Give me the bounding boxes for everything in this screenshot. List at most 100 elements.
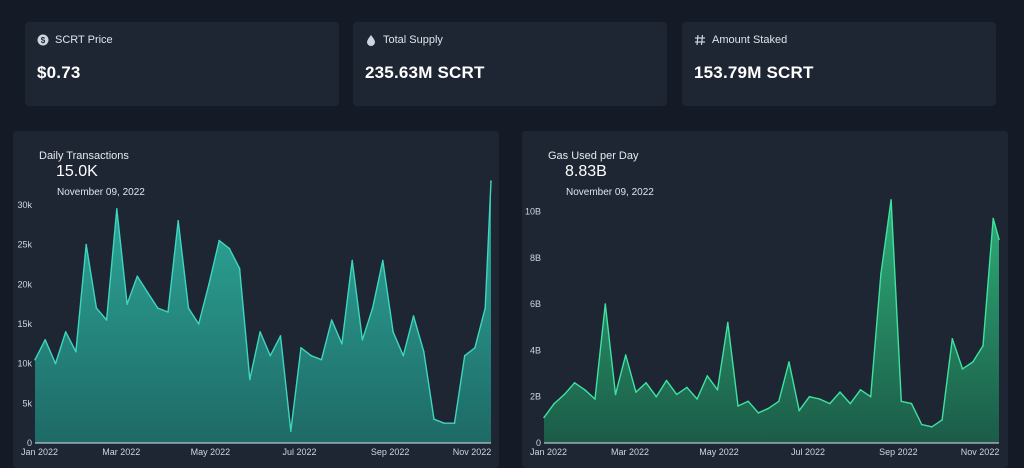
- data-point: [655, 395, 658, 398]
- data-point: [279, 335, 282, 337]
- stat-label: SCRT Price: [55, 34, 113, 46]
- data-point: [910, 402, 913, 405]
- series-area: [35, 181, 491, 443]
- data-point: [228, 247, 231, 250]
- chart-highlight-value: 15.0K: [56, 163, 98, 180]
- x-tick-label: May 2022: [191, 447, 231, 457]
- data-point: [463, 354, 466, 357]
- data-point: [767, 407, 770, 410]
- y-tick-label: 2B: [530, 392, 541, 402]
- data-point: [310, 354, 313, 357]
- data-point: [798, 409, 800, 412]
- data-point: [351, 259, 354, 262]
- data-point: [543, 416, 545, 419]
- data-point: [218, 239, 220, 242]
- x-tick-label: Jan 2022: [530, 447, 567, 457]
- data-point: [931, 426, 933, 428]
- daily-transactions-chart[interactable]: 0 5k 10k 15k 20k 25k 30k Jan 2022 Mar 2022 May 20…: [13, 131, 499, 468]
- x-tick-label: Nov 2022: [961, 447, 1000, 457]
- data-point: [177, 220, 179, 222]
- hash-icon: [694, 34, 706, 46]
- x-tick-label: May 2022: [699, 447, 739, 457]
- data-point: [573, 382, 576, 384]
- data-point: [320, 358, 323, 361]
- chart-card-gas-used: Gas Used per Day 8.83B November 09, 2022…: [522, 131, 1008, 468]
- y-tick-label: 10k: [17, 359, 32, 369]
- chart-title: Gas Used per Day: [548, 150, 639, 162]
- y-tick-label: 6B: [530, 299, 541, 309]
- data-point: [423, 350, 425, 353]
- data-point: [269, 354, 272, 357]
- data-point: [105, 319, 108, 321]
- data-point: [839, 391, 841, 393]
- data-point: [197, 323, 200, 325]
- data-point: [208, 283, 210, 286]
- y-tick-label: 0: [27, 438, 32, 448]
- data-point: [645, 382, 647, 384]
- data-point: [982, 345, 984, 347]
- svg-text:$: $: [41, 36, 46, 45]
- series-line: [34, 181, 492, 432]
- data-point: [665, 379, 668, 382]
- y-tick-label: 10B: [525, 207, 541, 217]
- chart-highlight-value: 8.83B: [565, 163, 607, 180]
- y-tick-label: 0: [536, 438, 541, 448]
- data-point: [484, 307, 487, 309]
- data-point: [412, 315, 415, 317]
- data-point: [433, 418, 435, 421]
- data-point: [900, 400, 903, 403]
- data-point: [880, 273, 882, 275]
- stat-value: $0.73: [37, 63, 81, 82]
- data-point: [757, 412, 760, 414]
- data-point: [330, 319, 333, 321]
- data-point: [290, 430, 292, 432]
- data-point: [737, 405, 739, 407]
- series-line: [543, 199, 1000, 428]
- y-tick-label: 20k: [17, 279, 32, 289]
- x-tick-label: Nov 2022: [453, 447, 492, 457]
- data-point: [382, 259, 384, 262]
- x-tick-label: Mar 2022: [611, 447, 649, 457]
- data-point: [44, 339, 46, 341]
- data-point: [249, 378, 251, 381]
- data-point: [238, 267, 241, 270]
- data-point: [951, 338, 954, 340]
- data-point: [992, 217, 994, 220]
- droplet-icon: [365, 34, 377, 46]
- data-point: [686, 386, 688, 389]
- data-point: [116, 208, 118, 210]
- data-point: [869, 395, 872, 398]
- y-tick-label: 25k: [17, 240, 32, 250]
- x-tick-label: Mar 2022: [102, 447, 140, 457]
- x-tick-label: Sep 2022: [879, 447, 918, 457]
- data-point: [300, 347, 302, 349]
- data-point: [614, 393, 617, 396]
- data-point: [890, 199, 892, 201]
- y-tick-label: 5k: [22, 398, 32, 408]
- data-point: [85, 243, 87, 246]
- data-point: [696, 398, 698, 400]
- data-point: [443, 422, 446, 425]
- stat-label: Amount Staked: [712, 34, 788, 46]
- x-tick-label: Jul 2022: [791, 447, 825, 457]
- chart-highlight-date: November 09, 2022: [57, 187, 145, 198]
- data-point: [563, 393, 566, 396]
- data-point: [941, 419, 943, 421]
- stat-card-price: $ SCRT Price $0.73: [25, 22, 339, 106]
- data-point: [635, 391, 637, 393]
- data-point: [402, 354, 405, 357]
- data-point: [126, 303, 128, 305]
- chart-title: Daily Transactions: [39, 150, 129, 162]
- y-tick-label: 8B: [530, 253, 541, 263]
- data-point: [818, 398, 821, 400]
- data-point: [778, 400, 780, 403]
- data-point: [75, 350, 77, 353]
- data-point: [584, 389, 586, 391]
- data-point: [167, 311, 169, 313]
- data-point: [920, 423, 923, 426]
- x-tick-label: Sep 2022: [371, 447, 410, 457]
- data-point: [54, 362, 57, 365]
- gas-used-chart[interactable]: 0 2B 4B 6B 8B 10B Jan 2022 Mar 2022 May 2022 Jul …: [522, 131, 1008, 468]
- data-point: [624, 354, 627, 356]
- data-point: [747, 400, 749, 403]
